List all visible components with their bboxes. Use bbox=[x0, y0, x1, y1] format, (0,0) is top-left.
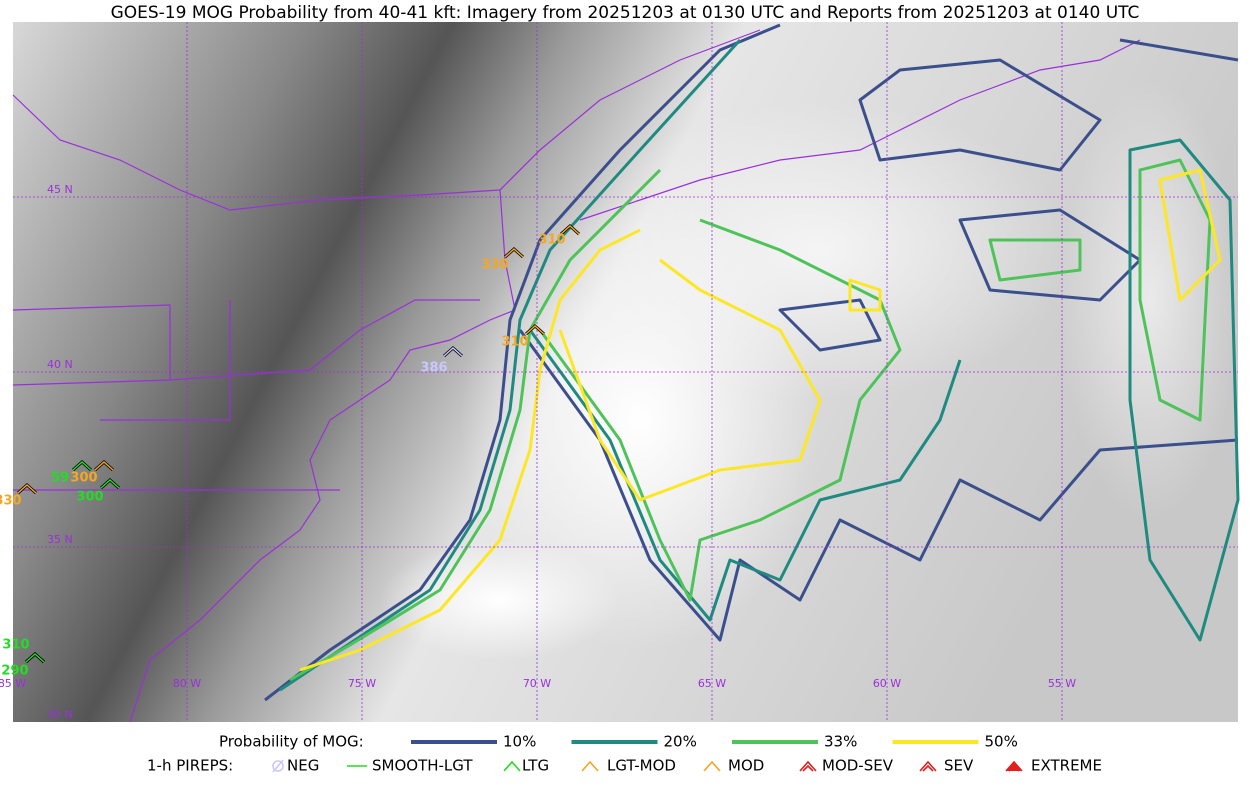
report-label: 59 bbox=[51, 471, 69, 486]
report-icon bbox=[100, 478, 120, 489]
lon-label: 85 W bbox=[0, 677, 26, 690]
pirep-icon bbox=[703, 760, 721, 772]
report-label: 290 bbox=[1, 664, 28, 679]
pirep-label: MOD-SEV bbox=[822, 757, 894, 775]
contour bbox=[848, 278, 882, 312]
pirep-label: LGT-MOD bbox=[607, 757, 676, 775]
pirep-icon bbox=[1005, 760, 1023, 772]
lat-label: 40 N bbox=[47, 358, 73, 371]
cloud bbox=[380, 540, 620, 660]
report-icon bbox=[560, 224, 580, 235]
lon-label: 80 W bbox=[173, 677, 201, 690]
pirep-icon bbox=[799, 760, 817, 772]
contour bbox=[778, 298, 882, 352]
pirep-label: LTG bbox=[522, 757, 549, 775]
report-icon bbox=[72, 460, 92, 471]
report-label: 310 bbox=[538, 233, 565, 248]
grid: 45 N 40 N 35 N 30 N 85 W 80 W 75 W 70 W 65 W 60 W… bbox=[0, 22, 1238, 722]
contour bbox=[988, 238, 1082, 282]
report-icon bbox=[25, 652, 45, 663]
map-area: 45 N 40 N 35 N 30 N 85 W 80 W 75 W 70 W 65 W 60 W… bbox=[0, 22, 1240, 723]
report-label: 330 bbox=[481, 258, 508, 273]
contour bbox=[1138, 158, 1212, 422]
legend-label: 10% bbox=[503, 733, 536, 751]
contour bbox=[279, 38, 962, 692]
pirep-icon bbox=[503, 760, 521, 772]
lat-label: 30 N bbox=[47, 708, 73, 721]
title: GOES-19 MOG Probability from 40-41 kft: … bbox=[111, 3, 1140, 23]
pirep-label: MOD bbox=[728, 757, 764, 775]
contour bbox=[1128, 138, 1240, 642]
contours bbox=[264, 23, 1240, 702]
lat-label: 45 N bbox=[47, 183, 73, 196]
pirep-label: SMOOTH-LGT bbox=[372, 757, 473, 775]
contour bbox=[264, 23, 1239, 702]
cloud bbox=[570, 100, 1070, 400]
contour bbox=[858, 58, 1102, 172]
coastlines bbox=[12, 29, 1141, 723]
report-icon bbox=[94, 460, 114, 471]
lon-label: 65 W bbox=[698, 677, 726, 690]
report-label: 300 bbox=[70, 471, 97, 486]
lat-label: 35 N bbox=[47, 533, 73, 546]
legend-label: 50% bbox=[985, 733, 1018, 751]
legend: Probability of MOG: 10% 20% 33% 50% 1-h PIREP… bbox=[147, 733, 1102, 775]
pirep-label: NEG bbox=[287, 757, 319, 775]
contour bbox=[1158, 168, 1222, 302]
contour bbox=[958, 208, 1142, 302]
reports: 33031031038659300300330310290 bbox=[0, 223, 580, 679]
lon-label: 75 W bbox=[348, 677, 376, 690]
lon-label: 55 W bbox=[1048, 677, 1076, 690]
report-label: 386 bbox=[420, 361, 447, 376]
pirep-icon bbox=[919, 760, 937, 772]
report-label: 300 bbox=[76, 490, 103, 505]
contour bbox=[299, 228, 822, 672]
pirep-icon bbox=[272, 759, 284, 773]
legend-label: 33% bbox=[824, 733, 857, 751]
pirep-icon bbox=[581, 760, 599, 772]
lon-label: 70 W bbox=[523, 677, 551, 690]
report-icon bbox=[525, 324, 545, 335]
pirep-label: SEV bbox=[944, 757, 974, 775]
legend-label: 20% bbox=[664, 733, 697, 751]
report-icon bbox=[443, 346, 463, 357]
contour bbox=[289, 168, 902, 682]
legend-title: Probability of MOG: bbox=[219, 733, 364, 751]
report-label: 310 bbox=[2, 638, 29, 653]
report-label: 310 bbox=[501, 335, 528, 350]
report-icon bbox=[504, 247, 524, 258]
report-label: 330 bbox=[0, 494, 22, 509]
lon-label: 60 W bbox=[873, 677, 901, 690]
pirep-label: EXTREME bbox=[1031, 757, 1102, 775]
report-icon bbox=[17, 483, 37, 494]
pireps-title: 1-h PIREPS: bbox=[147, 757, 233, 775]
